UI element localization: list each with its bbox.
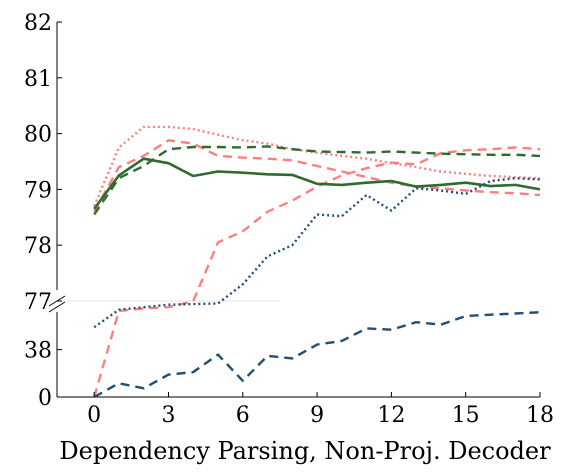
series-line-2 (93, 139, 541, 213)
y-tick-label: 80 (24, 123, 52, 148)
x-tick-label: 18 (526, 403, 554, 428)
x-tick-label: 15 (452, 403, 480, 428)
series-line-6 (93, 176, 541, 329)
series-line-3 (93, 146, 541, 398)
y-tick-label: 38 (24, 339, 52, 364)
x-tick-label: 0 (87, 403, 101, 428)
y-tick-label: 82 (24, 11, 52, 36)
series-line-4 (93, 145, 541, 216)
x-tick-label: 3 (161, 403, 175, 428)
x-tick-label: 12 (377, 403, 405, 428)
y-tick-label: 0 (38, 386, 52, 411)
y-tick-label: 77 (24, 290, 52, 315)
x-tick-label: 9 (310, 403, 324, 428)
axis-break-mark-2 (48, 301, 66, 313)
x-axis-label: Dependency Parsing, Non-Proj. Decoder (59, 437, 551, 465)
series-line-7 (93, 311, 541, 399)
y-tick-label: 79 (24, 178, 52, 203)
x-tick-label: 6 (236, 403, 250, 428)
y-tick-label: 78 (24, 234, 52, 259)
y-tick-label: 81 (24, 67, 52, 92)
series-line-5 (93, 157, 541, 210)
series-line-1 (93, 125, 541, 207)
series-layer (93, 125, 541, 399)
ticks: 77 78 79 80 81 82 0 38 0 3 6 9 12 15 18 (24, 11, 554, 428)
axes (48, 22, 540, 398)
